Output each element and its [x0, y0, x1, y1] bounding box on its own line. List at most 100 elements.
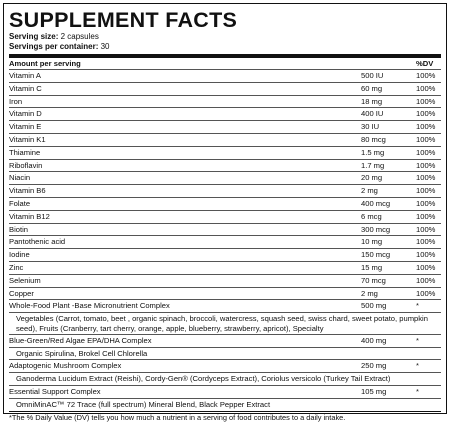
table-header: Amount per serving %DV	[9, 58, 441, 69]
nutrient-name: Copper	[9, 288, 34, 298]
nutrient-amount: 80 mcg	[361, 134, 386, 144]
nutrient-dv: 100%	[416, 275, 436, 285]
nutrient-name: Folate	[9, 198, 31, 208]
nutrient-dv: 100%	[416, 237, 436, 247]
nutrient-amount: 60 mg	[361, 83, 383, 93]
nutrient-dv: 100%	[416, 198, 436, 208]
nutrient-name: Vitamin B6	[9, 186, 46, 196]
nutrient-dv: *	[416, 361, 419, 371]
nutrient-dv: 100%	[416, 250, 436, 260]
nutrient-dv: 100%	[416, 288, 436, 298]
nutrient-name: Selenium	[9, 275, 41, 285]
nutrient-name: Essential Support Complex	[9, 386, 101, 396]
nutrient-name: Blue-Green/Red Algae EPA/DHA Complex	[9, 336, 152, 346]
table-row: Iodine 150 mcg 100%	[9, 248, 441, 261]
table-row: Vitamin B12 6 mcg 100%	[9, 209, 441, 223]
nutrient-dv: *	[416, 386, 419, 396]
nutrient-dv: 100%	[416, 262, 436, 272]
nutrient-amount: 1.7 mg	[361, 160, 385, 170]
table-row: Zinc 15 mg 100%	[9, 260, 441, 274]
nutrient-amount: 18 mg	[361, 96, 383, 106]
blend-description: Vegetables (Carrot, tomato, beet , organ…	[9, 312, 441, 334]
nutrient-dv: 100%	[416, 147, 436, 157]
table-row: Pantothenic acid 10 mg 100%	[9, 235, 441, 248]
table-row: Vitamin A 500 IU 100%	[9, 69, 441, 82]
divider-thick	[9, 54, 441, 58]
nutrient-amount: 10 mg	[361, 237, 383, 247]
nutrient-name: Biotin	[9, 224, 28, 234]
table-row: Blue-Green/Red Algae EPA/DHA Complex 400 …	[9, 334, 441, 347]
table-row: Adaptogenic Mushroom Complex 250 mg *	[9, 359, 441, 372]
nutrient-amount: 70 mcg	[361, 275, 386, 285]
serving-size: Serving size: 2 capsules	[9, 32, 441, 42]
table-row: Folate 400 mcg 100%	[9, 196, 441, 210]
nutrient-amount: 20 mg	[361, 173, 383, 183]
nutrient-name: Vitamin C	[9, 83, 42, 93]
nutrient-dv: *	[416, 301, 419, 311]
nutrient-name: Vitamin K1	[9, 134, 46, 144]
nutrient-dv: 100%	[416, 224, 436, 234]
nutrient-name: Zinc	[9, 262, 24, 272]
nutrient-name: Vitamin D	[9, 109, 42, 119]
nutrient-dv: 100%	[416, 109, 436, 119]
nutrient-name: Thiamine	[9, 147, 41, 157]
nutrient-dv: 100%	[416, 211, 436, 221]
nutrient-dv: 100%	[416, 96, 436, 106]
nutrient-name: Riboflavin	[9, 160, 43, 170]
nutrient-name: Iodine	[9, 250, 30, 260]
servings-label: Servings per container:	[9, 42, 99, 51]
servings-value: 30	[100, 42, 110, 51]
serving-size-label: Serving size:	[9, 32, 59, 41]
nutrient-name: Iron	[9, 96, 23, 106]
nutrient-name: Vitamin A	[9, 71, 41, 80]
nutrient-name: Adaptogenic Mushroom Complex	[9, 361, 122, 371]
table-row: Biotin 300 mcg 100%	[9, 222, 441, 236]
nutrient-amount: 2 mg	[361, 186, 378, 196]
nutrient-dv: 100%	[416, 160, 436, 170]
nutrient-amount: 400 mg	[361, 336, 387, 346]
table-row: Iron 18 mg 100%	[9, 94, 441, 108]
table-row: Selenium 70 mcg 100%	[9, 273, 441, 287]
table-row: Riboflavin 1.7 mg 100%	[9, 158, 441, 172]
nutrient-amount: 250 mg	[361, 361, 387, 371]
panel-title: SUPPLEMENT FACTS	[9, 8, 238, 32]
table-row: Vitamin K1 80 mcg 100%	[9, 132, 441, 146]
table-row: Vitamin D 400 IU 100%	[9, 107, 441, 120]
table-row: Vitamin B6 2 mg 100%	[9, 184, 441, 197]
amount-header: Amount per serving	[9, 59, 81, 68]
blend-description: Ganoderma Lucidum Extract (Reishi), Cord…	[9, 372, 441, 385]
table-row: Niacin 20 mg 100%	[9, 171, 441, 184]
table-row: Thiamine 1.5 mg 100%	[9, 145, 441, 159]
nutrient-dv: 100%	[416, 122, 436, 132]
serving-size-value: 2 capsules	[60, 32, 99, 41]
table-row: Essential Support Complex 105 mg *	[9, 384, 441, 398]
table-row: Vitamin E 30 IU 100%	[9, 120, 441, 133]
nutrient-name: Whole-Food Plant -Base Micronutrient Com…	[9, 301, 170, 311]
nutrient-amount: 150 mcg	[361, 250, 391, 260]
table-row: Copper 2 mg 100%	[9, 286, 441, 300]
nutrient-amount: 400 mcg	[361, 198, 391, 208]
table-row: Whole-Food Plant -Base Micronutrient Com…	[9, 299, 441, 312]
nutrient-name: Pantothenic acid	[9, 237, 66, 247]
supplement-facts-panel: SUPPLEMENT FACTS Serving size: 2 capsule…	[3, 3, 447, 422]
nutrient-amount: 400 IU	[361, 109, 384, 119]
nutrient-dv: 100%	[416, 173, 436, 183]
nutrient-dv: 100%	[416, 186, 436, 196]
nutrient-dv: *	[416, 336, 419, 346]
nutrient-amount: 2 mg	[361, 288, 378, 298]
blend-description: Organic Spirulina, Brokel Cell Chlorella	[9, 346, 441, 360]
nutrient-amount: 6 mcg	[361, 211, 382, 221]
nutrient-amount: 15 mg	[361, 262, 383, 272]
servings-per-container: Servings per container: 30	[9, 42, 441, 52]
blend-rows: Whole-Food Plant -Base Micronutrient Com…	[9, 299, 441, 410]
nutrient-dv: 100%	[416, 83, 436, 93]
nutrient-name: Vitamin E	[9, 122, 42, 132]
nutrient-dv: 100%	[416, 134, 436, 144]
footnote: *The % Daily Value (DV) tells you how mu…	[9, 411, 441, 423]
nutrient-name: Vitamin B12	[9, 211, 50, 221]
table-row: Vitamin C 60 mg 100%	[9, 81, 441, 95]
nutrient-amount: 105 mg	[361, 386, 387, 396]
nutrient-amount: 30 IU	[361, 122, 380, 132]
nutrient-amount: 500 mg	[361, 301, 387, 311]
nutrient-amount: 1.5 mg	[361, 147, 385, 157]
